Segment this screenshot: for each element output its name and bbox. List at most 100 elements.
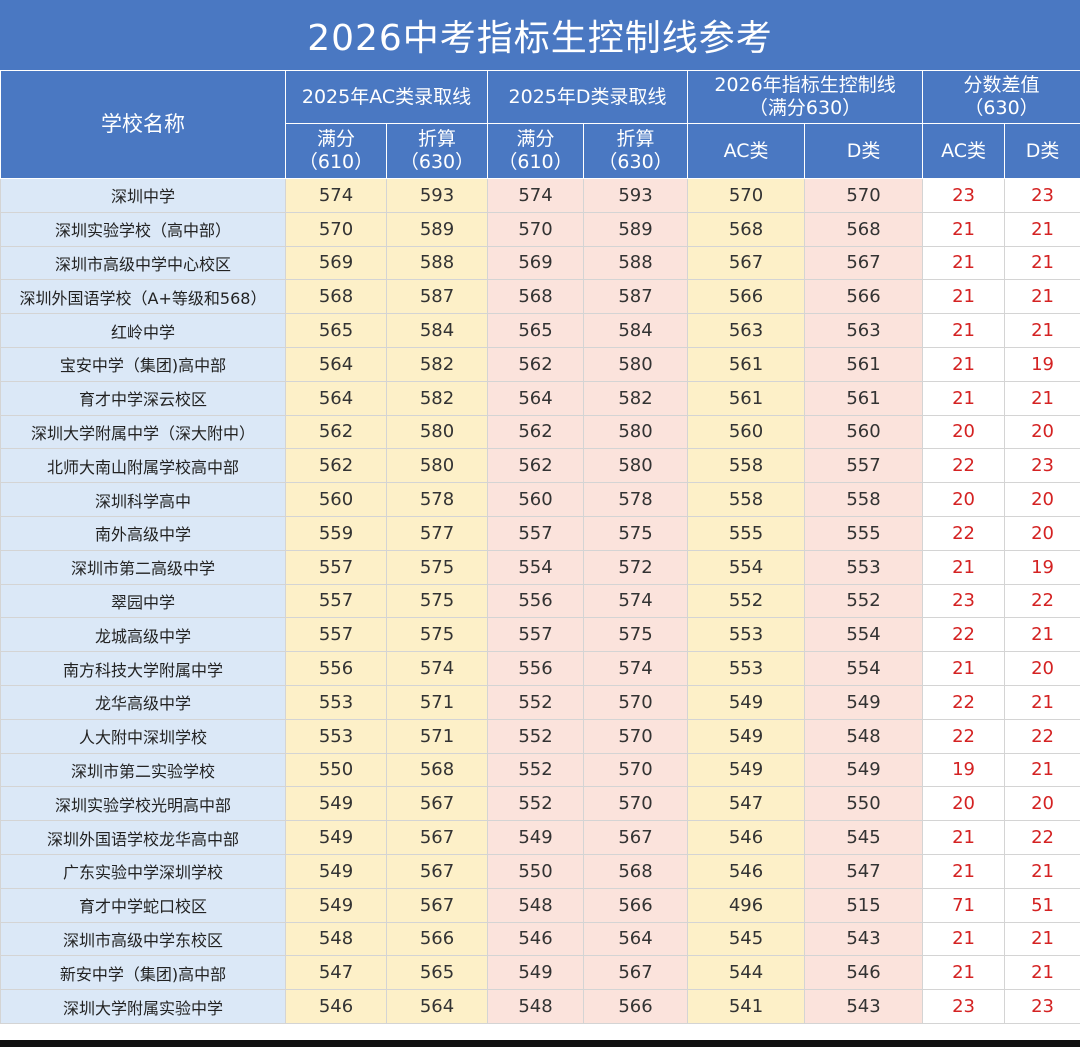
ac-converted-2025-cell: 578 — [385, 482, 489, 517]
d-full-2025-cell: 552 — [487, 786, 585, 822]
ac-2026-cell: 546 — [687, 820, 806, 855]
d-converted-2025-cell: 570 — [583, 718, 689, 754]
ac-converted-2025-cell: 580 — [385, 448, 489, 484]
ac-2026-cell: 567 — [687, 245, 806, 281]
diff-ac-cell: 23 — [922, 583, 1006, 619]
d-full-2025-cell: 564 — [487, 380, 585, 416]
ac-converted-2025-cell: 564 — [385, 989, 489, 1024]
ac-converted-2025-cell: 577 — [385, 515, 489, 551]
table-row: 人大附中深圳学校 553 571 552 570 549 548 22 22 — [0, 718, 1080, 754]
score-table: 学校名称 2025年AC类录取线 2025年D类录取线 2026年指标生控制线 … — [0, 70, 1080, 1024]
diff-ac-cell: 22 — [922, 617, 1006, 653]
d-2026-cell: 543 — [804, 989, 924, 1024]
school-name-cell: 红岭中学 — [0, 313, 286, 348]
ac-full-2025-cell: 549 — [285, 853, 387, 889]
ac-2026-cell: 558 — [687, 482, 806, 517]
ac-2026-cell: 568 — [687, 211, 806, 247]
ac-converted-2025-cell: 582 — [385, 380, 489, 416]
d-full-2025-cell: 570 — [487, 211, 585, 247]
diff-d-cell: 22 — [1004, 820, 1080, 855]
d-full-2025-cell: 552 — [487, 752, 585, 788]
header-2026-ac: AC类 — [687, 123, 806, 179]
header-converted-value: （630） — [399, 151, 475, 173]
d-2026-cell: 563 — [804, 313, 924, 348]
d-converted-2025-cell: 575 — [583, 617, 689, 653]
diff-ac-cell: 20 — [922, 786, 1006, 822]
ac-2026-cell: 558 — [687, 448, 806, 484]
school-name-cell: 宝安中学（集团)高中部 — [0, 346, 286, 382]
header-d-converted: 折算 （630） — [583, 123, 689, 179]
diff-ac-cell: 21 — [922, 211, 1006, 247]
ac-2026-cell: 549 — [687, 718, 806, 754]
header-full-value: （610） — [298, 151, 374, 173]
table-row: 深圳市第二高级中学 557 575 554 572 554 553 21 19 — [0, 549, 1080, 585]
diff-ac-cell: 21 — [922, 380, 1006, 416]
ac-full-2025-cell: 564 — [285, 380, 387, 416]
diff-ac-cell: 21 — [922, 313, 1006, 348]
d-converted-2025-cell: 587 — [583, 279, 689, 315]
d-2026-cell: 549 — [804, 752, 924, 788]
d-full-2025-cell: 554 — [487, 549, 585, 585]
d-2026-cell: 550 — [804, 786, 924, 822]
table-row: 深圳实验学校（高中部） 570 589 570 589 568 568 21 21 — [0, 211, 1080, 247]
ac-converted-2025-cell: 580 — [385, 414, 489, 450]
d-2026-cell: 561 — [804, 346, 924, 382]
school-name-cell: 南外高级中学 — [0, 515, 286, 551]
school-name-cell: 人大附中深圳学校 — [0, 718, 286, 754]
ac-converted-2025-cell: 567 — [385, 786, 489, 822]
diff-d-cell: 19 — [1004, 549, 1080, 585]
table-row: 深圳实验学校光明高中部 549 567 552 570 547 550 20 20 — [0, 786, 1080, 822]
ac-converted-2025-cell: 566 — [385, 921, 489, 957]
header-diff-d: D类 — [1004, 123, 1080, 179]
diff-ac-cell: 21 — [922, 853, 1006, 889]
ac-full-2025-cell: 565 — [285, 313, 387, 348]
d-converted-2025-cell: 584 — [583, 313, 689, 348]
d-2026-cell: 566 — [804, 279, 924, 315]
d-full-2025-cell: 556 — [487, 651, 585, 686]
diff-d-cell: 21 — [1004, 245, 1080, 281]
diff-d-cell: 21 — [1004, 380, 1080, 416]
table-row: 育才中学深云校区 564 582 564 582 561 561 21 21 — [0, 380, 1080, 416]
school-name-cell: 龙华高级中学 — [0, 684, 286, 720]
diff-ac-cell: 22 — [922, 684, 1006, 720]
ac-converted-2025-cell: 575 — [385, 583, 489, 619]
d-full-2025-cell: 552 — [487, 718, 585, 754]
bottom-edge — [0, 1040, 1080, 1047]
school-name-cell: 北师大南山附属学校高中部 — [0, 448, 286, 484]
diff-d-cell: 21 — [1004, 211, 1080, 247]
diff-ac-cell: 21 — [922, 921, 1006, 957]
table-row: 深圳科学高中 560 578 560 578 558 558 20 20 — [0, 482, 1080, 517]
d-full-2025-cell: 557 — [487, 515, 585, 551]
table-row: 深圳外国语学校（A+等级和568） 568 587 568 587 566 566 21 21 — [0, 279, 1080, 315]
d-2026-cell: 549 — [804, 684, 924, 720]
ac-converted-2025-cell: 575 — [385, 549, 489, 585]
school-name-cell: 深圳大学附属中学（深大附中） — [0, 414, 286, 450]
diff-d-cell: 21 — [1004, 617, 1080, 653]
d-2026-cell: 558 — [804, 482, 924, 517]
header-2025-ac: 2025年AC类录取线 — [284, 70, 489, 124]
table-row: 深圳市第二实验学校 550 568 552 570 549 549 19 21 — [0, 752, 1080, 788]
d-2026-cell: 552 — [804, 583, 924, 619]
diff-d-cell: 23 — [1004, 448, 1080, 484]
ac-2026-cell: 553 — [687, 617, 806, 653]
ac-converted-2025-cell: 593 — [385, 178, 489, 213]
ac-2026-cell: 560 — [687, 414, 806, 450]
header-diff-line-2: （630） — [964, 97, 1039, 119]
diff-d-cell: 21 — [1004, 853, 1080, 889]
header-full-value: （610） — [498, 151, 573, 173]
ac-full-2025-cell: 564 — [285, 346, 387, 382]
diff-ac-cell: 21 — [922, 820, 1006, 855]
header-full-label: 满分 — [316, 128, 355, 150]
ac-full-2025-cell: 557 — [285, 617, 387, 653]
school-name-cell: 深圳实验学校光明高中部 — [0, 786, 286, 822]
ac-full-2025-cell: 574 — [285, 178, 387, 213]
school-name-cell: 南方科技大学附属中学 — [0, 651, 286, 686]
d-converted-2025-cell: 566 — [583, 887, 689, 923]
d-full-2025-cell: 557 — [487, 617, 585, 653]
ac-full-2025-cell: 569 — [285, 245, 387, 281]
school-name-cell: 龙城高级中学 — [0, 617, 286, 653]
ac-full-2025-cell: 570 — [285, 211, 387, 247]
ac-full-2025-cell: 556 — [285, 651, 387, 686]
diff-d-cell: 20 — [1004, 414, 1080, 450]
ac-converted-2025-cell: 568 — [385, 752, 489, 788]
